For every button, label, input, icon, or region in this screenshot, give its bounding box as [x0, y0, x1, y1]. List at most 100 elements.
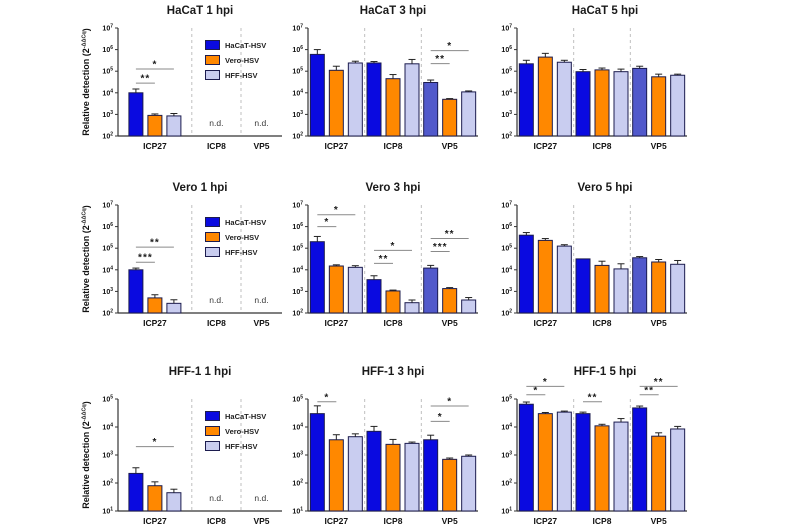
y-tick-label: 102	[501, 479, 512, 488]
nd-label: n.d.	[209, 493, 223, 503]
y-axis-label: Relative detection (2-ΔΔCq)	[81, 205, 91, 313]
y-tick-label: 103	[102, 110, 113, 119]
panel-title: HaCaT 1 hpi	[166, 5, 234, 17]
legend-item: HFF-HSV	[205, 441, 266, 451]
x-category-label: ICP8	[207, 318, 226, 328]
sig-asterisks: **	[379, 254, 389, 265]
legend-item: HFF-HSV	[205, 70, 266, 80]
y-tick-label: 105	[292, 244, 303, 253]
legend-label: HFF-HSV	[225, 70, 258, 80]
x-category-label: ICP27	[143, 141, 167, 151]
panel-vero-1hpi: Vero 1 hpi HaCaT-HSV Vero-HSV HFF-HSV Re…	[75, 177, 290, 354]
y-tick-label: 101	[292, 507, 303, 516]
y-tick-label: 102	[501, 309, 512, 318]
y-tick-label: 106	[102, 222, 113, 231]
bar	[166, 115, 182, 137]
x-category-label: ICP27	[325, 318, 349, 328]
bar	[651, 261, 667, 314]
legend-swatch-hacat-hsv	[205, 40, 220, 50]
bar	[128, 92, 144, 137]
legend-swatch-hacat-hsv	[205, 217, 220, 227]
legend-label: HaCaT-HSV	[225, 40, 267, 50]
bar	[328, 69, 344, 137]
sig-asterisks: ***	[433, 242, 448, 253]
bar	[594, 69, 610, 137]
bar	[166, 302, 182, 314]
bar	[556, 411, 572, 512]
y-tick-label: 107	[292, 24, 303, 33]
y-tick-label: 103	[102, 451, 113, 460]
x-category-label: ICP27	[534, 141, 558, 151]
y-tick-label: 102	[501, 132, 512, 141]
y-tick-label: 107	[292, 201, 303, 210]
bar	[518, 63, 534, 137]
y-tick-label: 104	[102, 423, 113, 432]
y-tick-label: 102	[292, 132, 303, 141]
bar	[632, 407, 648, 512]
y-tick-label: 107	[102, 201, 113, 210]
y-tick-label: 106	[501, 45, 512, 54]
bar	[404, 302, 420, 314]
y-tick-label: 106	[292, 222, 303, 231]
bar	[404, 63, 420, 137]
bar	[347, 436, 363, 512]
bar	[461, 91, 477, 137]
nd-label: n.d.	[209, 295, 223, 305]
bar-plot: Relative detection (2-ΔΔCq) 101 102 103 104 1…	[81, 395, 282, 526]
legend-item: HaCaT-HSV	[205, 40, 266, 50]
sig-asterisks: **	[435, 54, 445, 65]
sig-asterisks: **	[150, 238, 160, 249]
y-tick-label: 107	[102, 24, 113, 33]
bar-plot: 101 102 103 104 105 ICP27 ICP8 VP5 * * *	[292, 392, 478, 526]
legend-swatch-vero-hsv	[205, 232, 220, 242]
bar	[147, 485, 163, 512]
panel-hacat-3hpi: HaCaT 3 hpi 102 103 104 105 106 107 ICP27 ICP8 V…	[280, 0, 495, 177]
y-tick-label: 103	[292, 110, 303, 119]
bar	[442, 288, 458, 314]
bar	[651, 435, 667, 512]
panel-title: HFF-1 3 hpi	[361, 366, 425, 378]
legend-label: HFF-HSV	[225, 247, 258, 257]
bar	[385, 443, 401, 512]
bar	[309, 53, 325, 137]
panel-title: HaCaT 3 hpi	[359, 5, 427, 17]
bar	[518, 234, 534, 314]
x-category-label: ICP8	[593, 318, 612, 328]
nd-label: n.d.	[254, 118, 268, 128]
y-tick-label: 105	[501, 244, 512, 253]
bar	[147, 297, 163, 314]
bar	[128, 269, 144, 314]
legend-label: HaCaT-HSV	[225, 217, 267, 227]
bar	[556, 61, 572, 137]
sig-asterisks: *	[543, 377, 548, 388]
panel-hacat-1hpi: HaCaT 1 hpi HaCaT-HSV Vero-HSV HFF-HSV R…	[75, 0, 290, 177]
bar-plot: Relative detection (2-ΔΔCq) 102 103 104 105 1…	[81, 201, 282, 328]
bar	[366, 430, 382, 512]
x-category-label: VP5	[651, 516, 667, 526]
bar	[594, 425, 610, 512]
sig-asterisks: *	[447, 397, 452, 408]
y-tick-label: 106	[102, 45, 113, 54]
y-tick-label: 104	[501, 88, 512, 97]
y-tick-label: 102	[292, 309, 303, 318]
legend-label: Vero-HSV	[225, 426, 260, 436]
legend-item: HaCaT-HSV	[205, 217, 266, 227]
bar-plot: 102 103 104 105 106 107 ICP27 ICP8 VP5 ***	[292, 24, 478, 151]
y-tick-label: 102	[102, 479, 113, 488]
x-category-label: ICP27	[534, 318, 558, 328]
bar	[461, 299, 477, 314]
legend: HaCaT-HSV Vero-HSV HFF-HSV	[205, 217, 266, 262]
sig-asterisks: *	[438, 412, 443, 423]
bar	[128, 472, 144, 512]
x-category-label: VP5	[253, 141, 269, 151]
legend: HaCaT-HSV Vero-HSV HFF-HSV	[205, 411, 266, 456]
y-tick-label: 104	[292, 265, 303, 274]
sig-asterisks: *	[324, 392, 329, 403]
x-category-label: ICP27	[325, 141, 349, 151]
y-tick-label: 105	[102, 244, 113, 253]
bar	[347, 62, 363, 137]
x-category-label: VP5	[253, 318, 269, 328]
y-tick-label: 107	[501, 24, 512, 33]
